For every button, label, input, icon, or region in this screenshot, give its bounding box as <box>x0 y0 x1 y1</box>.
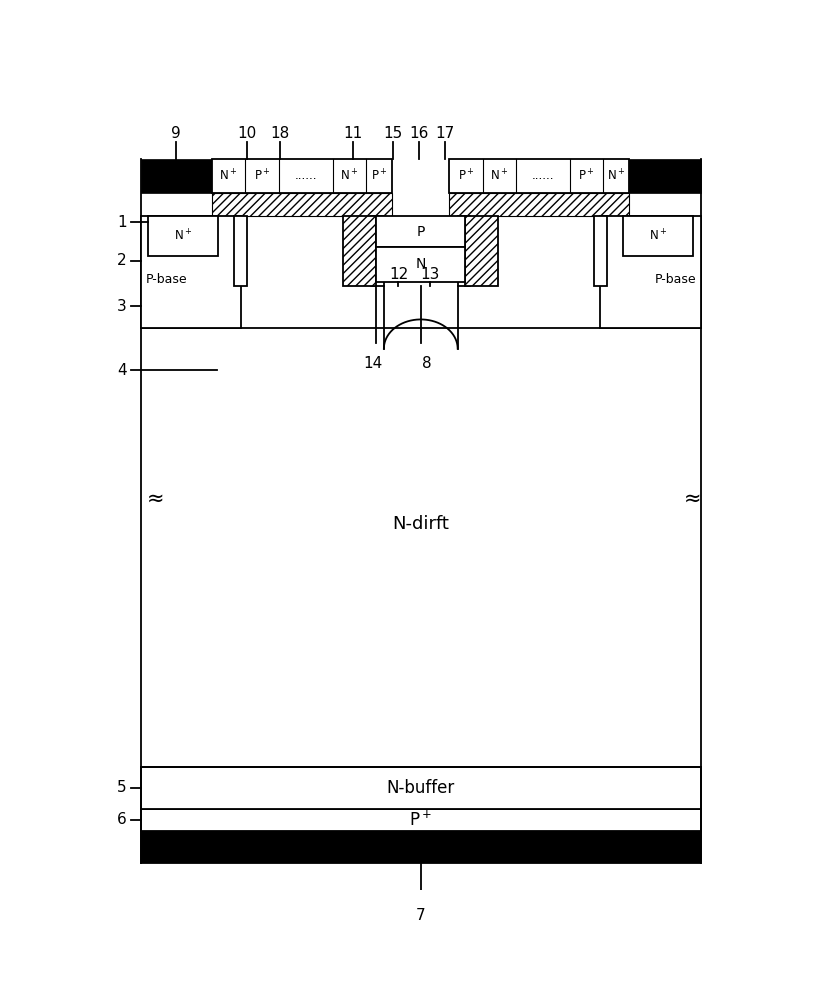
Text: N$^+$: N$^+$ <box>340 168 359 183</box>
Text: 6: 6 <box>117 812 126 827</box>
Bar <box>623 216 693 256</box>
Bar <box>141 809 701 831</box>
Text: 17: 17 <box>435 126 455 141</box>
Text: P$^+$: P$^+$ <box>457 168 475 183</box>
Text: P$^+$: P$^+$ <box>370 168 388 183</box>
Text: 11: 11 <box>344 126 363 141</box>
Bar <box>376 216 466 247</box>
Text: 3: 3 <box>117 299 126 314</box>
Text: 1: 1 <box>117 215 126 230</box>
Text: 18: 18 <box>271 126 290 141</box>
Text: N-buffer: N-buffer <box>387 779 455 797</box>
Bar <box>212 158 392 193</box>
Text: N$^+$: N$^+$ <box>490 168 509 183</box>
Text: 12: 12 <box>389 267 408 282</box>
Text: N$^+$: N$^+$ <box>219 168 238 183</box>
Text: P-base: P-base <box>654 273 696 286</box>
Bar <box>141 158 212 193</box>
Text: P$^+$: P$^+$ <box>578 168 595 183</box>
Text: 14: 14 <box>364 356 383 371</box>
Text: P-base: P-base <box>145 273 187 286</box>
Bar <box>212 193 392 216</box>
Text: P: P <box>416 225 425 239</box>
Bar <box>141 831 701 863</box>
Bar <box>141 216 241 328</box>
Text: 13: 13 <box>420 267 439 282</box>
Text: N$^+$: N$^+$ <box>174 229 193 244</box>
Bar <box>371 216 384 286</box>
Bar <box>449 193 630 216</box>
Text: P$^+$: P$^+$ <box>410 810 432 830</box>
Text: N$^+$: N$^+$ <box>608 168 626 183</box>
Bar <box>457 216 470 286</box>
Bar <box>149 216 218 256</box>
Text: ......: ...... <box>532 169 554 182</box>
Text: N: N <box>415 257 426 271</box>
Text: N$^+$: N$^+$ <box>649 229 667 244</box>
Bar <box>466 216 498 286</box>
Text: 7: 7 <box>416 908 425 923</box>
Bar <box>141 767 701 809</box>
Bar <box>594 216 608 286</box>
Bar <box>449 158 630 193</box>
Bar <box>234 216 247 286</box>
Text: $\approx$: $\approx$ <box>679 487 700 507</box>
Bar <box>343 216 376 286</box>
Text: 15: 15 <box>383 126 402 141</box>
Text: 9: 9 <box>171 126 181 141</box>
Text: 16: 16 <box>409 126 429 141</box>
Text: 10: 10 <box>237 126 257 141</box>
Text: N-dirft: N-dirft <box>392 515 449 533</box>
Text: 5: 5 <box>117 780 126 795</box>
Bar <box>630 158 701 193</box>
Text: 4: 4 <box>117 363 126 378</box>
Text: $\approx$: $\approx$ <box>141 487 163 507</box>
Bar <box>600 216 701 328</box>
Bar <box>376 247 466 282</box>
Text: 8: 8 <box>422 356 432 371</box>
Text: ......: ...... <box>295 169 317 182</box>
Text: P$^+$: P$^+$ <box>254 168 270 183</box>
Text: 2: 2 <box>117 253 126 268</box>
